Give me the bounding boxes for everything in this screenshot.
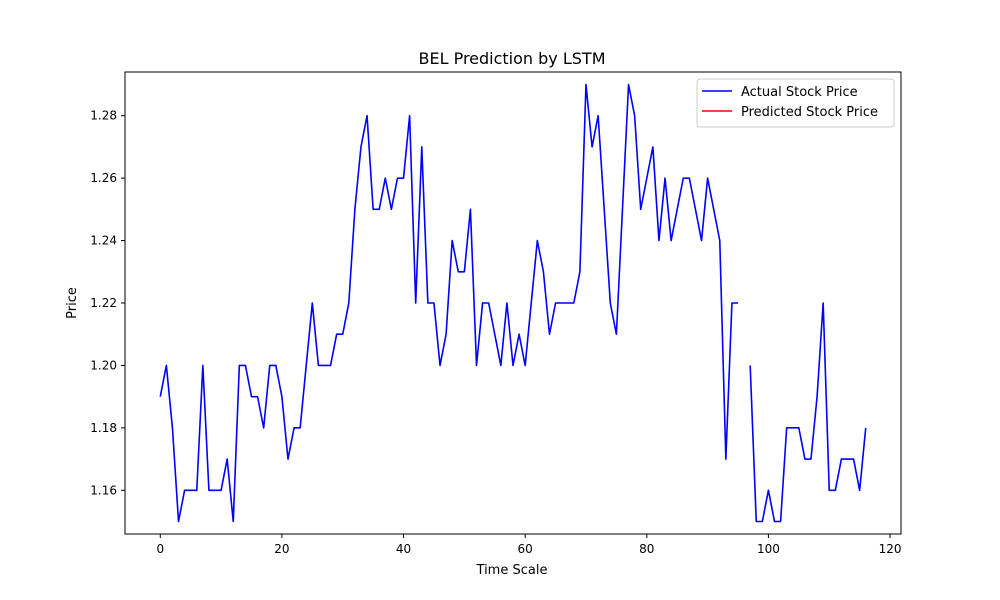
- chart-title: BEL Prediction by LSTM: [418, 49, 605, 68]
- legend-box: [696, 78, 895, 128]
- y-axis-ticks: 1.16 1.18 1.20 1.22 1.24 1.26 1.28: [90, 109, 125, 497]
- x-tick-label: 0: [156, 542, 164, 556]
- x-tick-label: 80: [639, 542, 654, 556]
- x-tick-label: 20: [274, 542, 289, 556]
- y-tick-label: 1.16: [90, 483, 117, 497]
- x-tick-label: 120: [879, 542, 902, 556]
- legend: Actual Stock Price Predicted Stock Price: [696, 78, 895, 128]
- y-tick-label: 1.24: [90, 234, 117, 248]
- x-tick-label: 40: [396, 542, 411, 556]
- x-axis-ticks: 0 20 40 60 80 100 120: [156, 534, 902, 556]
- axes-frame: [124, 71, 902, 535]
- y-tick-label: 1.18: [90, 421, 117, 435]
- y-tick-label: 1.20: [90, 358, 117, 372]
- plot-area: [124, 71, 902, 535]
- legend-label-actual: Actual Stock Price: [741, 85, 858, 100]
- legend-label-predicted: Predicted Stock Price: [741, 105, 878, 120]
- x-tick-label: 60: [518, 542, 533, 556]
- x-tick-label: 100: [757, 542, 780, 556]
- y-axis-label: Price: [65, 287, 80, 319]
- y-tick-label: 1.28: [90, 109, 117, 123]
- series-line-actual-stock-price: [159, 83, 867, 523]
- y-tick-label: 1.26: [90, 171, 117, 185]
- y-tick-label: 1.22: [90, 296, 117, 310]
- x-axis-label: Time Scale: [476, 563, 548, 578]
- series-layer: [159, 83, 867, 523]
